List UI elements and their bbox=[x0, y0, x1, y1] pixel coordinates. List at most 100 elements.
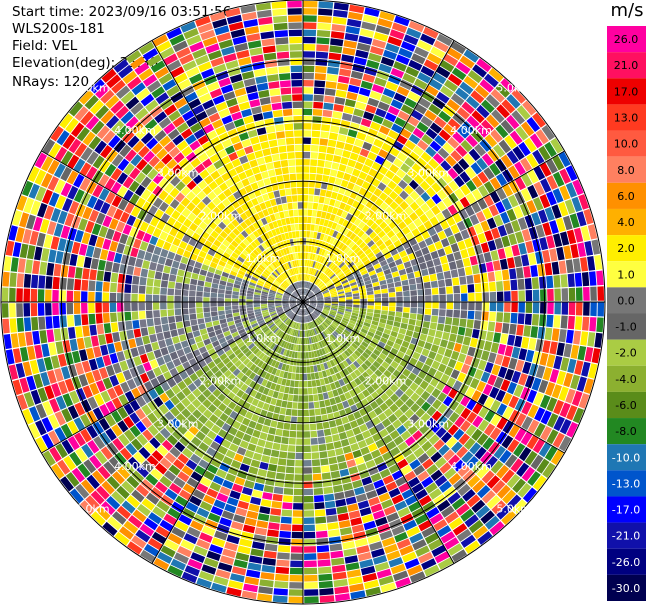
velocity-gate bbox=[425, 209, 435, 220]
velocity-gate bbox=[282, 316, 288, 322]
velocity-gate bbox=[233, 453, 244, 463]
velocity-gate bbox=[128, 338, 137, 349]
velocity-gate bbox=[320, 407, 327, 415]
velocity-gate bbox=[193, 217, 203, 226]
velocity-gate bbox=[324, 259, 330, 266]
velocity-gate bbox=[382, 451, 393, 462]
velocity-gate bbox=[23, 303, 31, 317]
velocity-gate bbox=[349, 77, 362, 87]
velocity-gate bbox=[344, 286, 351, 291]
velocity-gate bbox=[47, 159, 60, 175]
velocity-gate bbox=[317, 15, 332, 23]
velocity-gate bbox=[316, 305, 324, 308]
velocity-gate bbox=[261, 293, 268, 297]
velocity-gate bbox=[319, 451, 328, 459]
velocity-gate bbox=[67, 315, 75, 327]
velocity-gate bbox=[342, 445, 352, 454]
velocity-gate bbox=[181, 289, 189, 296]
velocity-gate bbox=[219, 353, 228, 361]
velocity-gate bbox=[368, 327, 376, 334]
velocity-gate bbox=[350, 590, 366, 600]
velocity-gate bbox=[431, 410, 442, 422]
velocity-gate bbox=[210, 244, 219, 252]
velocity-gate bbox=[280, 444, 288, 452]
velocity-gate bbox=[139, 41, 155, 55]
velocity-gate bbox=[451, 441, 463, 454]
velocity-gate bbox=[330, 382, 337, 390]
velocity-gate bbox=[388, 463, 400, 474]
velocity-gate bbox=[316, 326, 321, 334]
velocity-gate bbox=[297, 315, 300, 323]
velocity-gate bbox=[298, 344, 301, 352]
velocity-gate bbox=[275, 566, 290, 574]
velocity-gate bbox=[286, 224, 292, 232]
velocity-gate bbox=[310, 299, 317, 301]
velocity-gate bbox=[475, 302, 482, 311]
velocity-gate bbox=[323, 167, 331, 176]
velocity-gate bbox=[408, 278, 416, 285]
velocity-gate bbox=[268, 139, 278, 148]
velocity-gate bbox=[446, 47, 463, 61]
velocity-gate bbox=[375, 397, 384, 406]
velocity-gate bbox=[236, 389, 245, 398]
velocity-gate bbox=[298, 381, 303, 388]
velocity-gate bbox=[460, 363, 470, 375]
velocity-gate bbox=[390, 360, 399, 369]
velocity-gate bbox=[343, 204, 352, 213]
velocity-gate bbox=[331, 306, 338, 310]
velocity-gate bbox=[328, 456, 338, 465]
velocity-gate bbox=[115, 221, 126, 233]
velocity-gate bbox=[152, 506, 166, 519]
velocity-gate bbox=[317, 271, 322, 278]
velocity-gate bbox=[183, 28, 199, 40]
velocity-gate bbox=[357, 439, 367, 449]
velocity-gate bbox=[463, 437, 476, 450]
velocity-gate bbox=[196, 190, 207, 201]
velocity-gate bbox=[131, 311, 139, 320]
velocity-gate bbox=[212, 398, 222, 408]
velocity-gate bbox=[298, 316, 301, 323]
velocity-gate bbox=[333, 330, 340, 337]
velocity-gate bbox=[210, 302, 217, 307]
velocity-gate bbox=[290, 285, 295, 291]
velocity-gate bbox=[304, 267, 307, 274]
velocity-gate bbox=[41, 433, 54, 449]
velocity-gate bbox=[116, 302, 124, 312]
velocity-gate bbox=[251, 489, 263, 499]
velocity-gate bbox=[196, 483, 209, 494]
velocity-gate bbox=[330, 334, 337, 341]
velocity-gate bbox=[365, 283, 373, 289]
velocity-gate bbox=[368, 410, 377, 420]
velocity-gate bbox=[206, 130, 218, 141]
velocity-gate bbox=[327, 327, 333, 334]
velocity-gate bbox=[375, 25, 391, 35]
velocity-gate bbox=[292, 336, 296, 344]
velocity-gate bbox=[381, 176, 391, 186]
velocity-gate bbox=[437, 392, 447, 403]
velocity-gate bbox=[300, 288, 303, 295]
velocity-gate bbox=[408, 372, 417, 382]
velocity-gate bbox=[163, 354, 172, 364]
velocity-gate bbox=[380, 392, 389, 402]
velocity-gate bbox=[16, 288, 23, 302]
velocity-gate bbox=[533, 392, 544, 406]
velocity-gate bbox=[308, 293, 314, 298]
velocity-gate bbox=[160, 287, 168, 295]
velocity-gate bbox=[201, 68, 215, 79]
velocity-gate bbox=[172, 40, 188, 53]
velocity-gate bbox=[396, 86, 410, 97]
velocity-gate bbox=[395, 54, 410, 66]
velocity-gate bbox=[501, 269, 510, 281]
velocity-gate bbox=[309, 304, 316, 308]
velocity-gate bbox=[78, 374, 89, 387]
velocity-gate bbox=[452, 212, 463, 223]
velocity-gate bbox=[415, 545, 430, 557]
velocity-gate bbox=[337, 309, 345, 313]
velocity-gate bbox=[287, 311, 293, 316]
velocity-gate bbox=[130, 347, 139, 358]
velocity-gate bbox=[245, 340, 253, 347]
velocity-gate bbox=[334, 396, 342, 404]
velocity-gate bbox=[252, 249, 260, 257]
velocity-gate bbox=[502, 406, 514, 420]
velocity-gate bbox=[546, 314, 554, 328]
